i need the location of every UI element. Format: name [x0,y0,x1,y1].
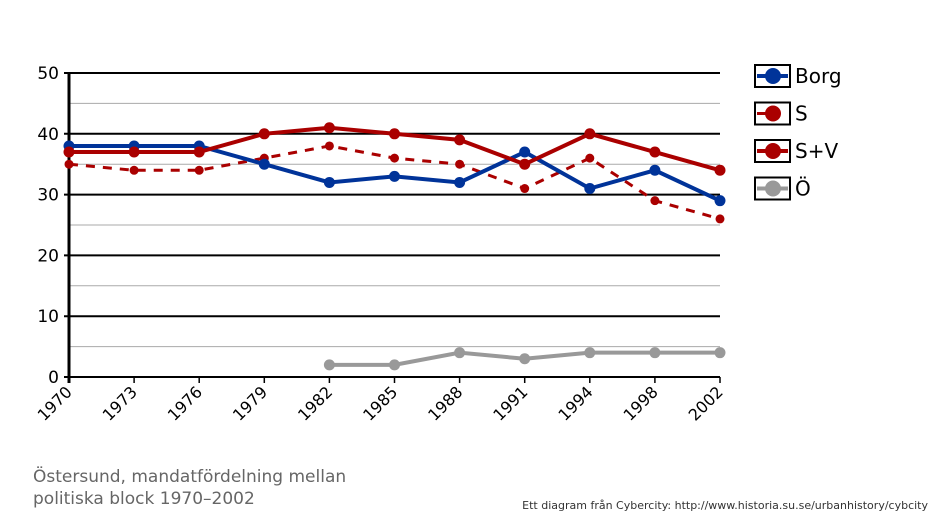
data-point-S+V [389,128,400,140]
data-point-S [194,165,204,175]
data-point-Borg [389,170,400,182]
x-tick-label: 1979 [229,382,271,424]
legend-marker [765,68,781,84]
x-tick-label: 1994 [554,382,596,424]
chart-title-line2: politiska block 1970–2002 [33,489,255,509]
credit-text: Ett diagram från Cybercity: http://www.h… [522,499,928,512]
y-tick-label: 50 [37,64,59,84]
legend-label: S [795,102,808,126]
data-point-S+V [584,128,596,140]
data-point-S+V [454,134,466,146]
chart-title-line1: Östersund, mandatfördelning mellan [33,465,346,487]
legend-label: Borg [795,64,842,88]
data-point-S [520,184,530,194]
data-point-S+V [323,122,335,134]
data-point-Ö [649,347,661,359]
x-tick-label: 1985 [359,382,401,424]
data-point-S [455,159,465,169]
data-point-S+V [714,164,726,176]
data-point-Borg [584,183,596,195]
y-tick-label: 10 [37,307,59,327]
y-tick-label: 0 [48,368,59,388]
data-point-Ö [714,347,726,359]
data-point-Borg [258,158,270,170]
data-point-S+V [258,128,270,140]
data-point-S+V [63,146,75,158]
data-point-Borg [454,176,466,188]
legend-label: S+V [795,139,838,163]
data-point-Borg [649,164,661,176]
x-tick-label: 1976 [164,382,206,424]
y-tick-label: 40 [37,125,59,145]
x-tick-label: 1982 [294,382,336,424]
legend-marker [765,143,781,159]
data-point-Borg [323,176,335,188]
data-point-S [390,153,399,163]
x-tick-label: 1991 [489,382,531,424]
legend-marker [765,105,781,122]
data-point-Borg [519,146,531,158]
data-point-S+V [649,146,661,158]
legend-label: Ö [795,177,811,201]
data-point-S [585,153,595,163]
x-tick-label: 1988 [424,382,466,424]
data-point-Ö [389,359,400,371]
data-point-S+V [519,158,531,170]
x-tick-label: 1998 [620,382,662,424]
y-tick-label: 30 [37,186,59,206]
data-point-S [129,165,139,175]
legend-marker [765,180,781,197]
x-tick-label: 1970 [34,382,76,424]
y-tick-label: 20 [37,246,59,266]
data-point-Ö [584,347,596,359]
x-tick-label: 1973 [99,382,141,424]
x-tick-label: 2002 [685,382,727,424]
data-point-S+V [193,146,205,158]
data-point-S [64,159,74,169]
data-point-S [715,214,725,224]
data-point-Borg [714,195,726,207]
data-point-Ö [519,353,531,365]
data-point-S [650,196,660,206]
data-point-S [324,141,334,151]
data-point-Ö [454,347,466,359]
data-point-S+V [128,146,140,158]
data-point-Ö [323,359,335,371]
